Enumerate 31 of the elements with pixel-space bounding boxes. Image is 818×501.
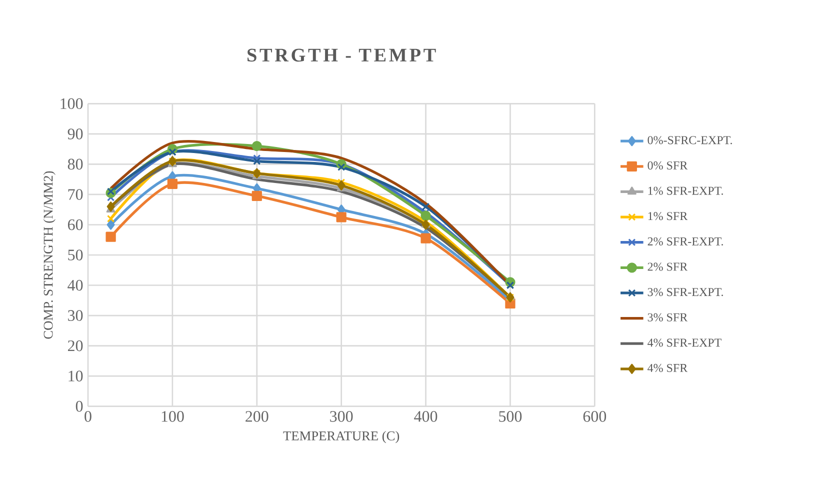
x-tick-label: 200 [246, 411, 268, 422]
y-tick-label: 20 [68, 340, 83, 352]
x-axis-title: TEMPERATURE (C) [283, 430, 400, 444]
legend-label: 1% SFR [648, 212, 688, 220]
x-tick-label: 600 [583, 411, 606, 422]
legend-label: 1% SFR-EXPT. [648, 186, 723, 195]
y-tick-label: 0 [76, 400, 83, 412]
y-tick-label: 30 [68, 310, 83, 321]
y-axis-title: COMP. STRENGTH (N/MM2) [43, 171, 56, 339]
x-tick-label: 500 [499, 411, 522, 422]
x-tick-label: 100 [162, 411, 184, 422]
legend-label: 3% SFR-EXPT. [648, 288, 723, 296]
legend-label: 0%-SFRC-EXPT. [648, 136, 732, 144]
legend-label: 2% SFR-EXPT. [648, 237, 723, 246]
y-tick-label: 90 [68, 128, 83, 140]
y-tick-label: 10 [68, 370, 83, 382]
legend-label: 3% SFR [648, 313, 688, 322]
y-tick-label: 70 [68, 189, 83, 200]
legend-label: 4% SFR-EXPT [648, 338, 722, 347]
y-tick-label: 80 [68, 158, 83, 170]
y-tick-label: 40 [68, 280, 83, 291]
y-tick-label: 60 [68, 219, 83, 230]
y-tick-label: 100 [60, 98, 83, 110]
x-tick-label: 300 [330, 411, 353, 422]
legend-label: 2% SFR [648, 262, 688, 271]
chart-title: STRGTH - TEMPT [248, 48, 436, 62]
legend-label: 0% SFR [648, 161, 688, 170]
x-tick-label: 400 [414, 411, 438, 422]
x-tick-label: 0 [84, 411, 92, 422]
legend-label: 4% SFR [648, 364, 688, 372]
y-tick-label: 50 [68, 250, 83, 260]
